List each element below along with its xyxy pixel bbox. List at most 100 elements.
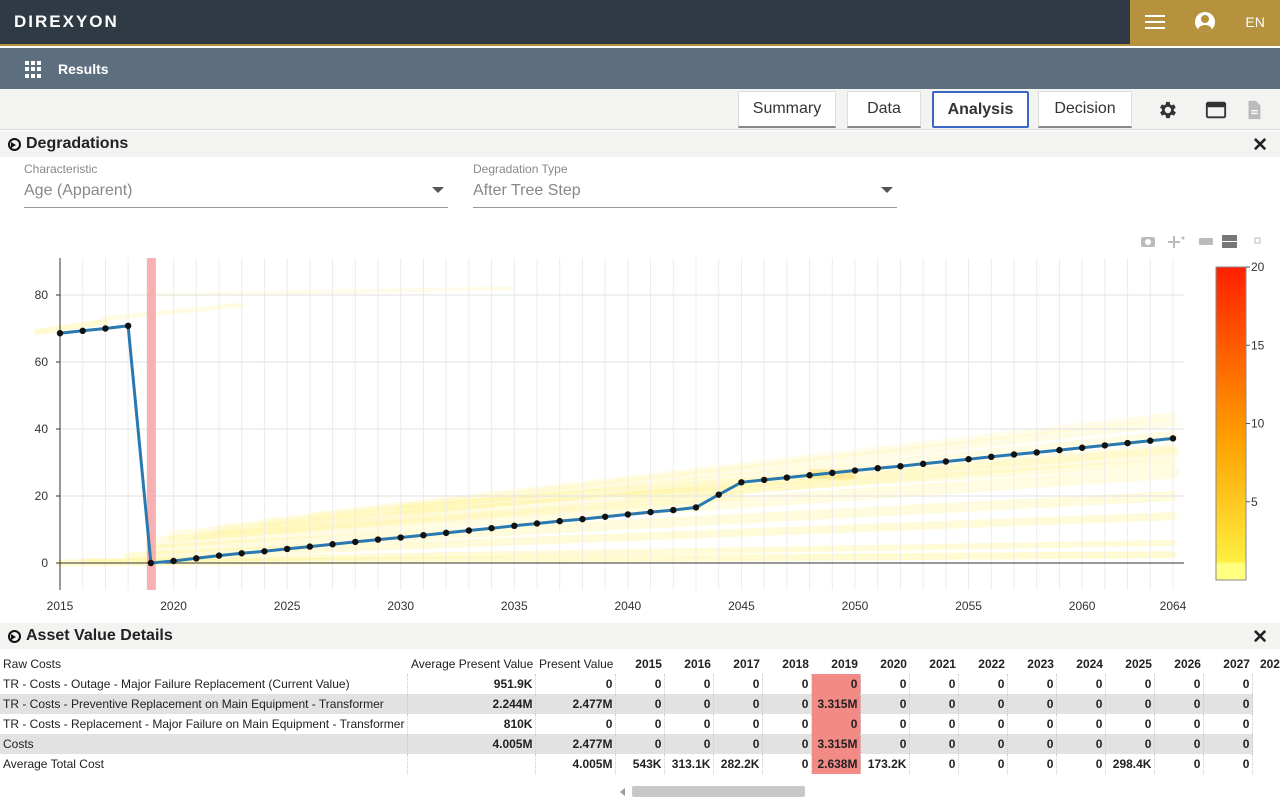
horizontal-scrollbar[interactable]	[620, 783, 1280, 800]
column-header[interactable]: 2017	[733, 657, 760, 671]
top-right-actions: EN	[1130, 0, 1280, 44]
collapse-arrow-icon[interactable]	[8, 629, 21, 643]
camera-icon[interactable]	[1141, 237, 1155, 247]
table-cell: 810K	[407, 714, 537, 734]
logo: DIREXYON	[14, 12, 119, 31]
column-header[interactable]: Present Value	[538, 657, 614, 671]
table-cell: 0	[958, 714, 1009, 734]
x-tick-label: 2045	[728, 599, 755, 613]
column-header[interactable]: 2021	[929, 657, 956, 671]
compare-hover-icon[interactable]	[1222, 235, 1237, 248]
data-point	[147, 559, 155, 567]
table-cell: 0	[713, 714, 764, 734]
data-point	[1124, 439, 1131, 447]
table-cell: 2.477M	[535, 734, 617, 754]
table-cell: 0	[1007, 754, 1058, 774]
table-cell: 0	[762, 734, 813, 754]
data-point	[874, 464, 881, 472]
column-header[interactable]: 2016	[684, 657, 711, 671]
close-asset-value-icon[interactable]: ✕	[1252, 627, 1268, 648]
colorbar-tick-label: 15	[1251, 338, 1265, 352]
table-cell: 0	[713, 734, 764, 754]
close-degradations-icon[interactable]: ✕	[1252, 135, 1268, 156]
colorbar-ticks: 5 10 15 20	[1246, 260, 1265, 509]
column-header[interactable]: 202	[1259, 657, 1280, 671]
section-title: Asset Value Details	[26, 627, 173, 644]
table-cell: 298.4K	[1105, 754, 1156, 774]
tab-summary[interactable]: Summary	[738, 91, 836, 128]
account-icon[interactable]	[1195, 12, 1216, 32]
x-tick-label: 2015	[47, 599, 74, 613]
scroll-thumb[interactable]	[632, 786, 805, 797]
column-header[interactable]: 2027	[1223, 657, 1250, 671]
hover-closest-icon[interactable]	[1199, 238, 1213, 245]
table-row[interactable]: TR - Costs - Outage - Major Failure Repl…	[0, 674, 1280, 694]
table-row[interactable]: TR - Costs - Replacement - Major Failure…	[0, 714, 1280, 734]
sub-header: Results	[0, 48, 1280, 89]
column-header[interactable]: Raw Costs	[3, 657, 62, 671]
table-cell: 0	[860, 674, 911, 694]
column-header[interactable]: 2020	[880, 657, 907, 671]
pan-icon[interactable]	[1168, 236, 1185, 248]
characteristic-select[interactable]: Characteristic Age (Apparent)	[24, 162, 448, 208]
degradation-type-select[interactable]: Degradation Type After Tree Step	[473, 162, 897, 208]
row-label: TR - Costs - Replacement - Major Failure…	[0, 714, 409, 734]
table-cell: 2.638M	[811, 754, 862, 774]
y-tick-label: 40	[35, 422, 49, 436]
table-cell: 0	[1203, 694, 1254, 714]
collapse-arrow-icon[interactable]	[8, 137, 21, 151]
table-cell: 0	[1105, 694, 1156, 714]
tab-decision[interactable]: Decision	[1038, 91, 1132, 128]
document-icon[interactable]	[1243, 99, 1265, 121]
table-cell: 313.1K	[664, 754, 715, 774]
table-cell: 282.2K	[713, 754, 764, 774]
table-cell: 0	[1056, 734, 1107, 754]
table-cell: 0	[1203, 734, 1254, 754]
tab-data[interactable]: Data	[847, 91, 921, 128]
hamburger-menu-icon[interactable]	[1145, 15, 1166, 29]
window-icon[interactable]	[1205, 99, 1227, 121]
table-row[interactable]: Costs 4.005M 2.477M 0 0 0 0 3.315M 0 0 0 0 0 0 0 0	[0, 734, 1280, 754]
scroll-left-icon[interactable]	[620, 788, 625, 796]
table-cell: 0	[615, 714, 666, 734]
table-cell: 0	[713, 674, 764, 694]
data-point	[829, 469, 836, 477]
column-header[interactable]: 2022	[978, 657, 1005, 671]
apps-grid-icon[interactable]	[25, 61, 42, 78]
column-header[interactable]: 2024	[1076, 657, 1103, 671]
data-point	[556, 517, 563, 525]
table-cell: 0	[1007, 674, 1058, 694]
column-header[interactable]: 2023	[1027, 657, 1054, 671]
settings-gear-icon[interactable]	[1156, 99, 1178, 121]
chevron-down-icon	[881, 187, 893, 193]
table-cell: 4.005M	[535, 754, 617, 774]
data-point	[715, 491, 722, 498]
language-selector[interactable]: EN	[1245, 14, 1265, 30]
table-cell: 0	[664, 714, 715, 734]
column-header[interactable]: 2018	[782, 657, 809, 671]
x-tick-label: 2055	[955, 599, 982, 613]
data-point	[806, 472, 813, 479]
y-tick-label: 60	[35, 355, 49, 369]
y-tick-label: 0	[41, 556, 48, 570]
tab-analysis[interactable]: Analysis	[932, 91, 1029, 128]
table-row[interactable]: TR - Costs - Preventive Replacement on M…	[0, 694, 1280, 714]
logo-mark-icon[interactable]	[1254, 237, 1261, 244]
table-cell: 0	[664, 674, 715, 694]
x-tick-label: 2020	[160, 599, 187, 613]
column-header[interactable]: Average Present Value	[410, 657, 534, 671]
page-title: Results	[58, 61, 109, 77]
degradation-type-value: After Tree Step	[473, 182, 581, 199]
table-cell: 951.9K	[407, 674, 537, 694]
column-header[interactable]: 2015	[635, 657, 662, 671]
table-cell: 0	[1203, 754, 1254, 774]
column-header[interactable]: 2025	[1125, 657, 1152, 671]
table-row[interactable]: Average Total Cost 4.005M 543K 313.1K 282.2K…	[0, 754, 1280, 774]
colorbar	[1215, 266, 1247, 581]
colorbar-tick-label: 20	[1251, 260, 1265, 274]
column-header[interactable]: 2019	[831, 657, 858, 671]
column-header[interactable]: 2026	[1174, 657, 1201, 671]
row-label: TR - Costs - Preventive Replacement on M…	[0, 694, 409, 714]
highlight-year-band	[146, 258, 156, 590]
